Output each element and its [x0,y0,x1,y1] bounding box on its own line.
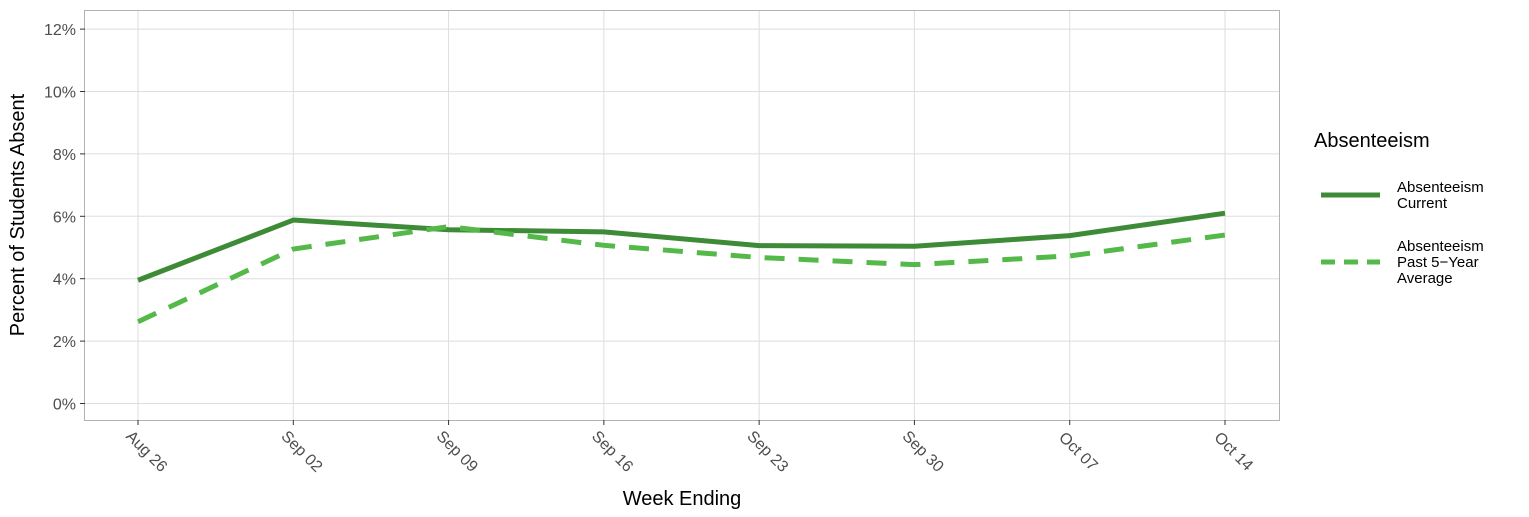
gridlines [85,11,1279,420]
y-axis-title: Percent of Students Absent [7,93,29,336]
y-tick-label: 12% [44,22,76,39]
legend: Absenteeism AbsenteeismCurrentAbsenteeis… [1314,130,1484,287]
legend-entry-label: Current [1397,195,1448,212]
x-tick-label: Sep 02 [278,428,326,476]
x-tick-label: Sep 09 [433,428,481,476]
series-line-current [137,210,1226,283]
y-tick-label: 0% [53,397,76,414]
series-line-past-5-year-average [136,224,1226,325]
legend-title: Absenteeism [1314,130,1430,152]
legend-entry-label: Absenteeism [1397,238,1484,255]
y-tick-label: 10% [44,85,76,102]
y-tick-label: 4% [53,272,76,289]
legend-entry-label: Absenteeism [1397,179,1484,196]
legend-entry-label: Average [1397,270,1453,287]
x-axis-title: Week Ending [623,488,742,510]
y-axis: 0% 2% 4% 6% 8% 10% 12% [44,22,85,414]
x-tick-label: Sep 23 [743,428,791,476]
y-tick-label: 2% [53,334,76,351]
plot-panel-border [84,10,1280,421]
y-tick-label: 8% [53,147,76,164]
y-tick-label: 6% [53,209,76,226]
x-tick-label: Aug 26 [122,428,170,476]
x-axis: Aug 26 Sep 02 Sep 09 Sep 16 Sep 23 Sep 30 Oct … [122,420,1256,476]
x-tick-label: Sep 16 [588,428,636,476]
x-tick-label: Oct 14 [1211,429,1256,474]
x-tick-label: Sep 30 [899,428,947,476]
x-tick-label: Oct 07 [1055,429,1100,474]
legend-entry-label: Past 5−Year [1397,254,1479,271]
series-lines [136,210,1226,325]
